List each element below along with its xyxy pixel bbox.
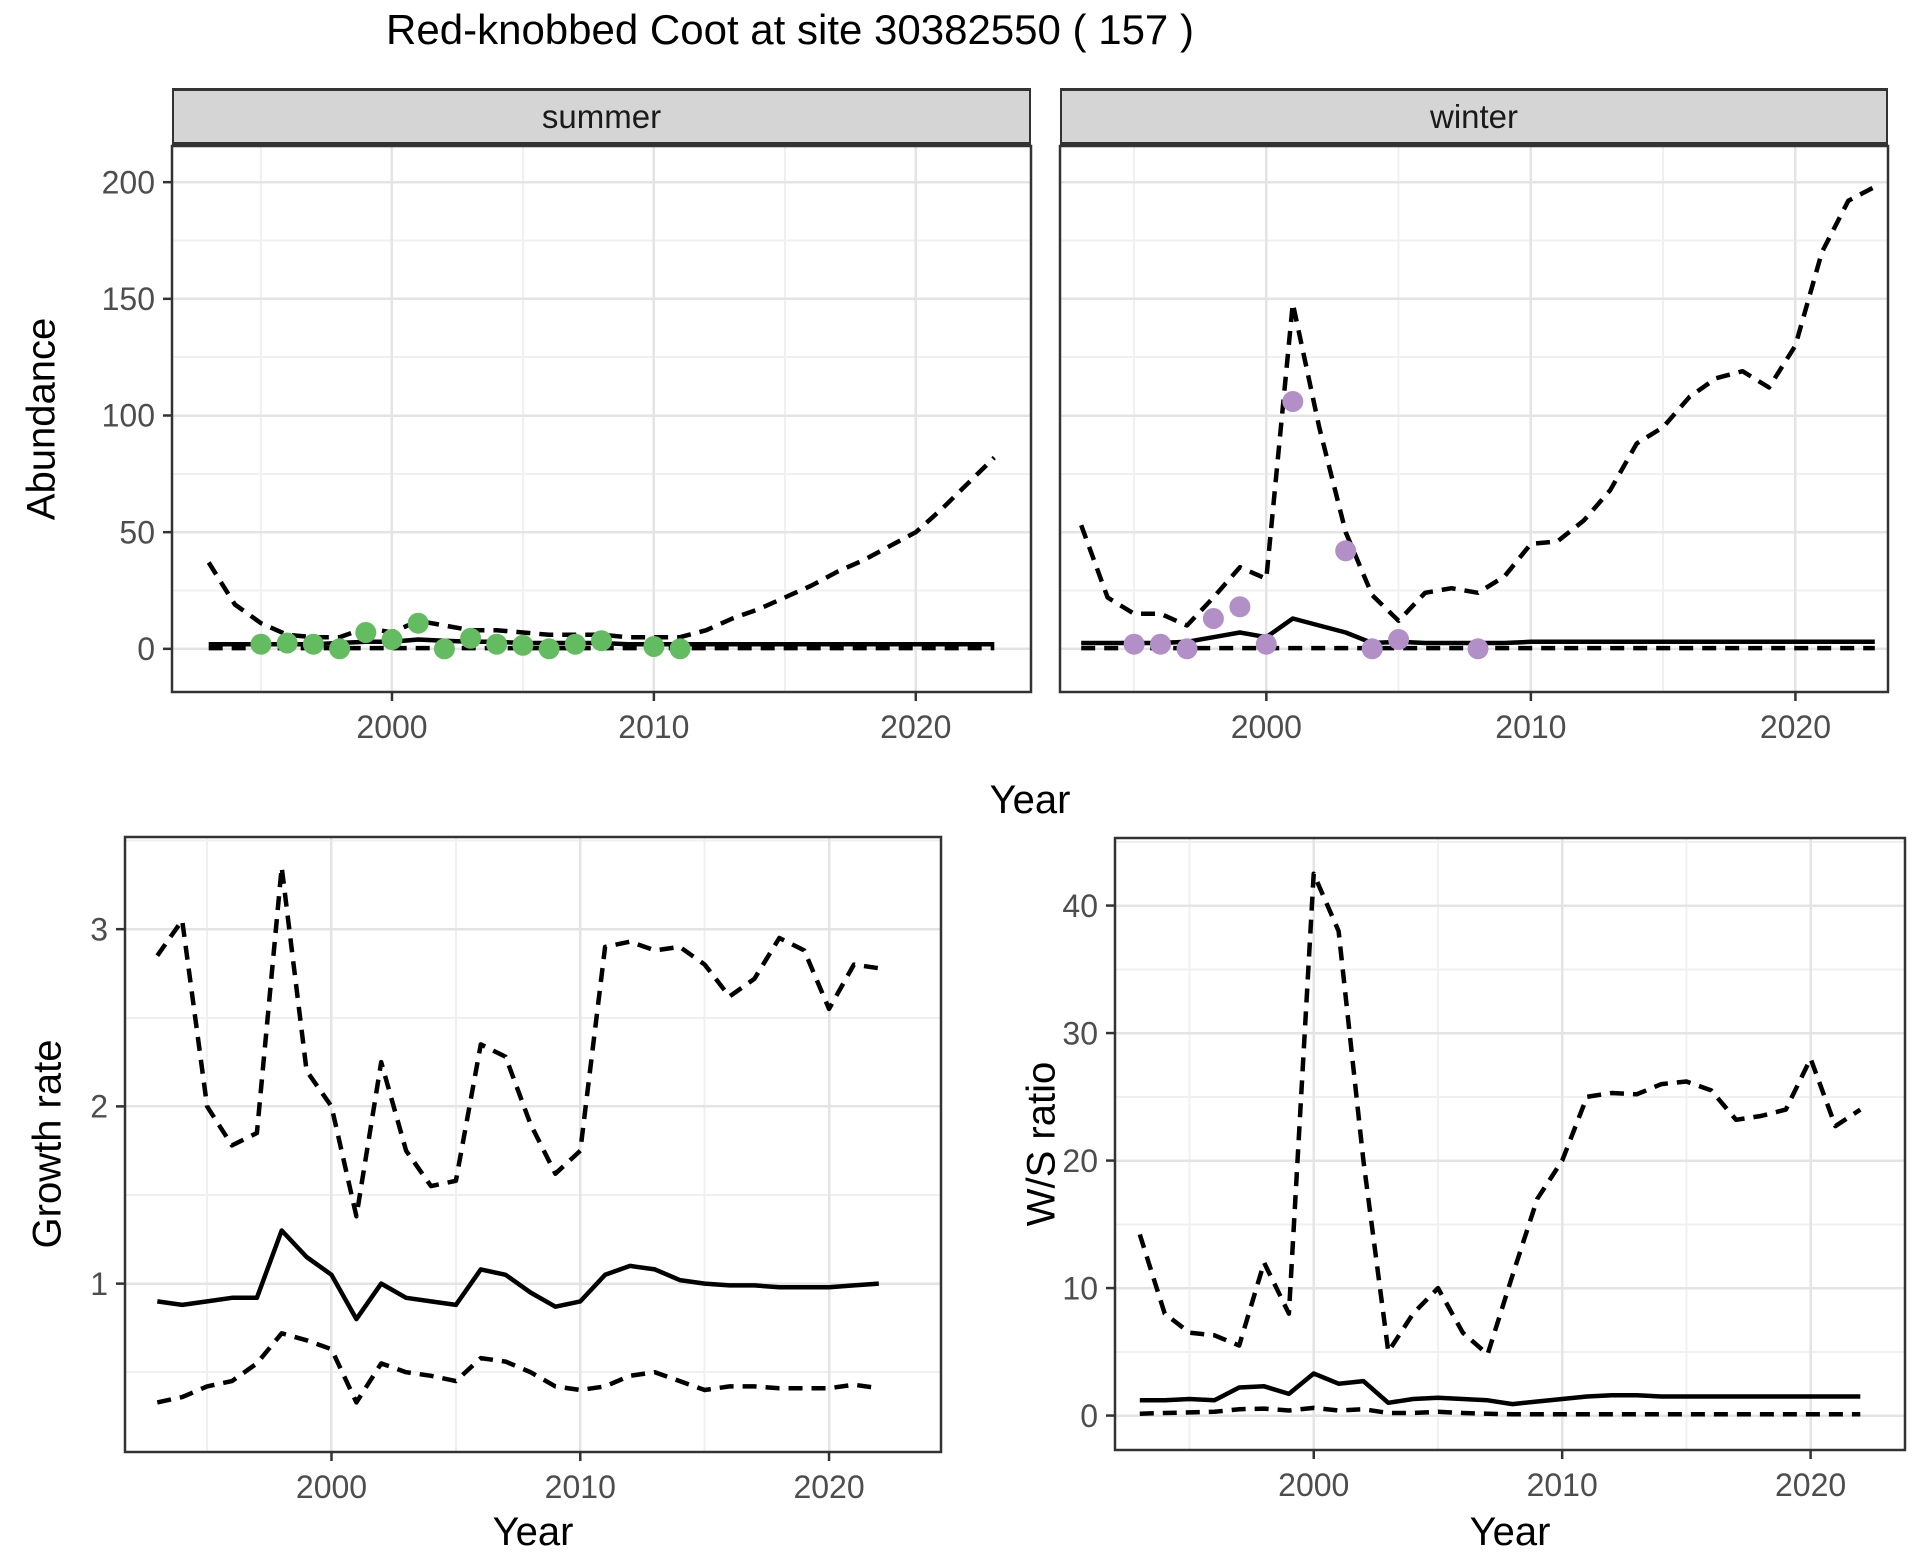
panel-border	[1058, 144, 1890, 694]
upper-ci-line	[1137, 871, 1862, 1357]
fit-line	[156, 1228, 879, 1322]
data-point	[381, 629, 403, 650]
data-point	[329, 638, 351, 660]
panel-abundance-summer-svg: 2000 2010 2020 0 50 100 150 200	[102, 144, 1033, 745]
data-point	[276, 632, 298, 654]
facet-strip-winter: winter	[1060, 88, 1888, 146]
x-axis-title-year-ws: Year	[1469, 1510, 1551, 1554]
data-point	[1150, 633, 1171, 655]
data-point	[538, 638, 560, 660]
x-tick-label: 2000	[1278, 1467, 1349, 1503]
panel-border	[123, 835, 943, 1454]
data-point	[1202, 608, 1224, 629]
facet-strip-label: summer	[541, 97, 662, 135]
panel-growth-rate-svg: 2000 2010 2020 1 2 3	[90, 835, 943, 1505]
data-point	[302, 633, 324, 655]
lower-ci-line	[1139, 1405, 1861, 1417]
data-point	[460, 627, 482, 649]
x-axis-title-year-top: Year	[989, 778, 1071, 822]
fit-line	[1139, 1371, 1861, 1407]
upper-ci-line	[155, 864, 880, 1219]
data-point	[250, 633, 272, 655]
y-axis-title-abundance: Abundance	[19, 317, 64, 521]
x-tick-label: 2000	[1231, 709, 1302, 745]
y-tick-label: 40	[1062, 888, 1098, 924]
data-point	[512, 634, 534, 656]
data-point	[433, 638, 455, 660]
x-tick-label: 2010	[618, 709, 689, 745]
data-point	[1361, 638, 1383, 660]
data-point	[1123, 633, 1145, 655]
y-tick-label: 0	[137, 631, 155, 667]
data-point	[643, 636, 665, 657]
x-tick-label: 2010	[1495, 709, 1566, 745]
data-point	[355, 622, 377, 643]
data-point	[1255, 633, 1277, 655]
data-point	[1176, 638, 1198, 660]
y-tick-label: 3	[90, 911, 108, 947]
panel-background	[172, 146, 1031, 692]
y-axis-title-ws-ratio: W/S ratio	[1019, 1061, 1064, 1227]
x-axis-title-year-growth: Year	[492, 1510, 574, 1554]
y-tick-label: 50	[119, 514, 155, 550]
x-tick-label: 2000	[356, 709, 427, 745]
x-tick-label: 2020	[880, 709, 951, 745]
y-tick-label: 1	[90, 1266, 108, 1302]
upper-ci-line	[1079, 184, 1876, 628]
panel-background	[1115, 838, 1905, 1450]
panel-border	[170, 144, 1033, 694]
y-tick-label: 30	[1062, 1015, 1098, 1051]
panel-background	[1060, 146, 1888, 692]
data-point	[669, 638, 691, 660]
y-tick-label: 200	[102, 164, 155, 200]
facet-strip-summer: summer	[172, 88, 1031, 146]
data-point	[1282, 391, 1304, 412]
panel-border	[1113, 836, 1907, 1452]
y-tick-label: 2	[90, 1089, 108, 1125]
data-point	[1467, 638, 1489, 660]
y-tick-label: 100	[102, 398, 155, 434]
y-tick-label: 0	[1080, 1398, 1098, 1434]
x-tick-label: 2000	[296, 1469, 367, 1505]
panel-ws-ratio-svg: 2000 2010 2020 0 10 20 30 40	[1062, 836, 1907, 1503]
data-point	[1335, 540, 1357, 562]
y-axis-title-growth-rate: Growth rate	[25, 1039, 70, 1249]
x-tick-label: 2010	[545, 1469, 616, 1505]
facet-strip-label: winter	[1429, 97, 1519, 135]
data-point	[486, 633, 508, 655]
y-tick-label: 10	[1062, 1270, 1098, 1306]
data-point	[407, 612, 429, 634]
data-point	[1388, 629, 1410, 650]
y-tick-label: 20	[1062, 1143, 1098, 1179]
page-title: Red-knobbed Coot at site 30382550 ( 157 …	[386, 6, 1194, 53]
panel-background	[125, 837, 941, 1452]
lower-ci-line	[156, 1331, 880, 1405]
x-tick-label: 2020	[1775, 1467, 1846, 1503]
x-tick-label: 2020	[1760, 709, 1831, 745]
x-tick-label: 2010	[1527, 1467, 1598, 1503]
y-tick-label: 150	[102, 281, 155, 317]
data-point	[1229, 596, 1251, 618]
panel-abundance-winter-svg: 2000 2010 2020	[1058, 144, 1890, 745]
x-tick-label: 2020	[793, 1469, 864, 1505]
data-point	[591, 630, 612, 652]
upper-ci-line	[206, 455, 996, 640]
data-point	[564, 633, 586, 655]
